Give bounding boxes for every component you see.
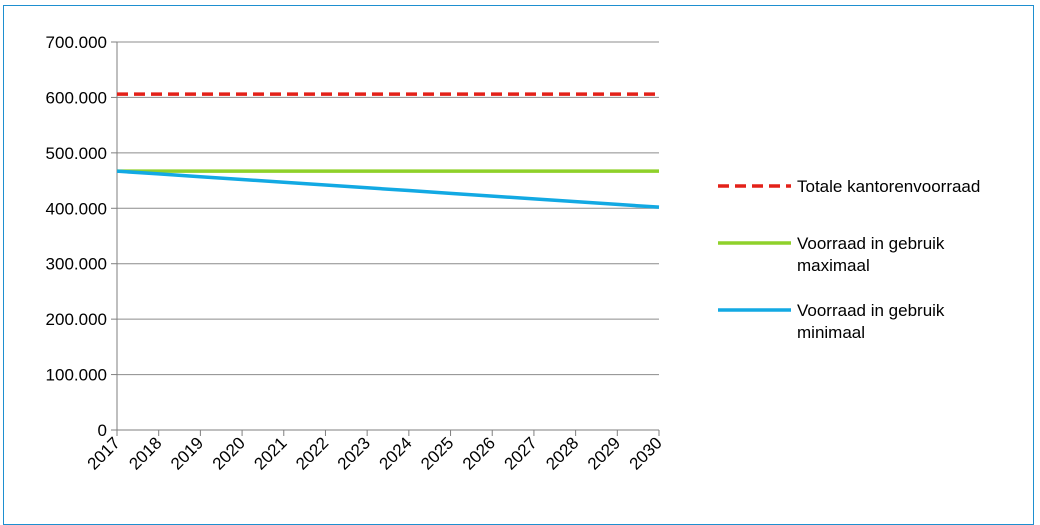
y-tick-label: 100.000 [46,366,107,385]
legend-label: Voorraad in gebruik minimaal [797,301,945,342]
y-tick-label: 500.000 [46,144,107,163]
line-chart: 0 100.000 200.000 300.000 400.000 500.000 600.… [46,33,981,474]
legend: Totale kantorenvoorraad Voorraad in gebru… [718,177,980,342]
x-tick-labels: 2017 2018 2019 2020 2021 2022 2023 2024 2025 2026… [84,433,666,473]
chart-frame: 0 100.000 200.000 300.000 400.000 500.000 600.… [3,5,1034,525]
legend-label: Totale kantorenvoorraad [797,177,980,196]
x-tick-label: 2019 [167,433,207,473]
y-tick-label: 0 [98,421,107,440]
x-tick-label: 2030 [626,433,666,473]
x-tick-label: 2020 [209,433,249,473]
y-tick-label: 700.000 [46,33,107,52]
y-tick-label: 300.000 [46,255,107,274]
y-tick-label: 200.000 [46,310,107,329]
x-tick-label: 2024 [375,433,415,473]
y-tick-labels: 0 100.000 200.000 300.000 400.000 500.000 600.… [46,33,107,440]
x-tick-label: 2018 [125,433,165,473]
x-tick-label: 2025 [417,433,457,473]
axes [111,41,660,436]
y-tick-label: 600.000 [46,88,107,107]
x-tick-label: 2022 [292,433,332,473]
x-tick-label: 2027 [501,433,541,473]
series-lines [116,92,660,209]
x-tick-label: 2026 [459,433,499,473]
x-tick-label: 2021 [250,433,290,473]
x-tick-label: 2029 [584,433,624,473]
x-tick-label: 2017 [84,433,124,473]
series-line [116,169,660,209]
gridlines [117,41,659,376]
x-tick-label: 2023 [334,433,374,473]
y-tick-label: 400.000 [46,199,107,218]
legend-label: Voorraad in gebruik maximaal [797,234,945,275]
x-tick-label: 2028 [542,433,582,473]
